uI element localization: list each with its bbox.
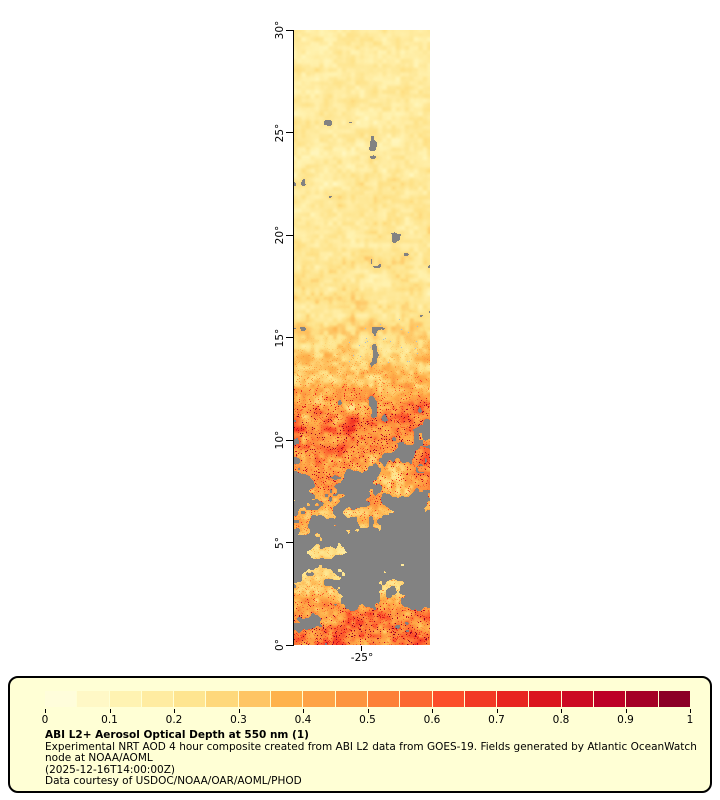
colorbar-segment [432,691,464,707]
y-axis-tick-label: 10° [274,430,286,450]
colorbar-tick [238,709,240,713]
colorbar-tick [303,709,304,713]
colorbar-tick [367,709,369,713]
colorbar-tick-label: 0 [41,714,49,726]
y-axis-tick [286,439,293,441]
y-axis-tick [286,29,293,31]
legend-title: ABI L2+ Aerosol Optical Depth at 550 nm … [45,729,309,741]
legend-text: ABI L2+ Aerosol Optical Depth at 550 nm … [45,729,700,788]
x-axis-tick [361,646,362,651]
colorbar-segment [594,691,626,707]
y-axis-tick [286,337,293,338]
aod-map [294,30,430,645]
colorbar-segment [561,691,594,707]
x-axis-tick-label: -25° [350,652,374,664]
colorbar-segment [464,691,497,707]
colorbar-segment [77,691,109,707]
colorbar-segment [206,691,238,707]
colorbar-segment [335,691,367,707]
y-axis-tick-label: 30° [274,20,286,40]
colorbar-tick-label: 0.3 [230,714,247,726]
colorbar-segment [271,691,303,707]
legend-courtesy: Data courtesy of USDOC/NOAA/OAR/AOML/PHO… [45,775,302,787]
legend-box: 0 0.1 0.2 0.3 0.4 0.5 0.6 0.7 0.8 0.9 1 ABI L2+ Ae… [8,676,712,793]
y-axis-tick [286,234,293,236]
colorbar-segment [303,691,335,707]
colorbar-tick [496,709,498,713]
colorbar-tick-label: 0.8 [552,714,570,726]
colorbar-segment [658,691,690,707]
y-axis-tick-label: 0° [274,639,286,651]
colorbar-tick-label: 0.2 [165,714,183,726]
y-axis-tick-label: 15° [274,328,286,347]
y-axis-tick-label: 5° [274,536,286,549]
y-axis-tick-label: 25° [274,123,286,142]
colorbar-tick [690,709,691,713]
y-axis-line [293,30,294,646]
colorbar-segment [174,691,206,707]
colorbar-segment [626,691,658,707]
colorbar-tick-label: 0.6 [423,714,441,726]
colorbar-tick [174,709,175,713]
colorbar [45,691,690,707]
colorbar-tick [561,709,562,713]
colorbar-segment [238,691,271,707]
colorbar-tick-label: 0.1 [101,714,118,726]
colorbar-segment [109,691,141,707]
colorbar-segment [400,691,432,707]
colorbar-segment [45,691,77,707]
colorbar-tick-label: 0.9 [617,714,634,726]
colorbar-tick-label: 0.4 [294,714,312,726]
colorbar-tick-label: 1 [686,714,694,726]
legend-timestamp: (2025-12-16T14:00:00Z) [45,763,175,776]
colorbar-tick-label: 0.7 [488,714,505,726]
colorbar-segment [529,691,561,707]
colorbar-segment [141,691,174,707]
colorbar-tick [45,709,46,713]
colorbar-segment [367,691,400,707]
colorbar-tick [432,709,433,713]
colorbar-tick-label: 0.5 [359,714,376,726]
y-axis-tick-label: 20° [274,225,286,245]
colorbar-tick [625,709,627,713]
y-axis-tick [286,132,293,133]
y-axis-tick [286,644,293,646]
y-axis-tick [286,542,293,543]
colorbar-tick [109,709,111,713]
colorbar-segment [497,691,529,707]
legend-description: Experimental NRT AOD 4 hour composite cr… [45,740,697,764]
